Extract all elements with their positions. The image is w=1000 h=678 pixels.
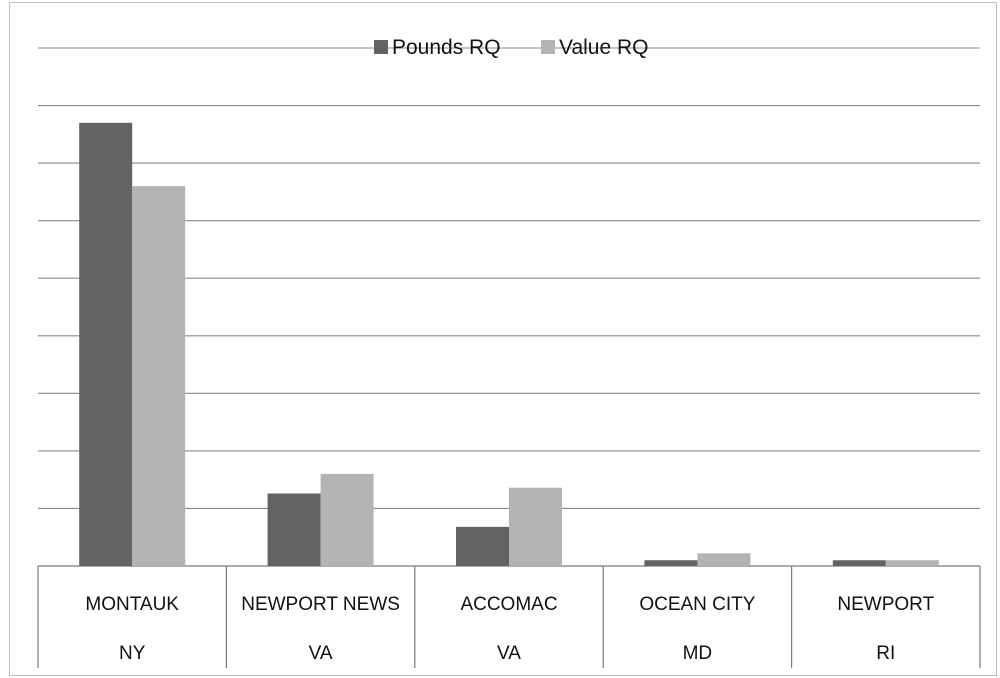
bar-value-rq — [885, 560, 939, 566]
x-tick-label: OCEAN CITY — [639, 594, 755, 615]
bar-pounds-rq — [79, 122, 133, 567]
x-tick-label: ACCOMAC — [460, 594, 557, 615]
bar-pounds-rq — [456, 526, 509, 566]
bar-value-rq — [320, 473, 374, 566]
legend-label: Pounds RQ — [392, 36, 501, 59]
bar-value-rq — [132, 186, 186, 566]
bar-value-rq — [697, 553, 751, 566]
x-tick-sublabel: NY — [119, 643, 146, 664]
x-tick-label: NEWPORT — [837, 594, 934, 615]
x-tick-label: MONTAUK — [85, 594, 179, 615]
x-tick-sublabel: VA — [497, 643, 521, 664]
legend-swatch — [541, 40, 555, 54]
gridlines — [38, 47, 980, 567]
bars — [79, 122, 939, 567]
legend: Pounds RQ Value RQ — [374, 36, 649, 59]
bar-pounds-rq — [267, 493, 321, 566]
x-tick-sublabel: VA — [309, 643, 333, 664]
legend-label: Value RQ — [559, 36, 649, 59]
x-axis: MONTAUK NY NEWPORT NEWS VA ACCOMAC VA OCEAN CI… — [37, 566, 981, 668]
bar-value-rq — [509, 487, 562, 566]
x-tick-label: NEWPORT NEWS — [241, 594, 400, 615]
bar-pounds-rq — [832, 560, 886, 566]
x-tick-sublabel: RI — [876, 643, 895, 664]
legend-swatch — [374, 40, 388, 54]
bar-pounds-rq — [644, 560, 698, 566]
x-tick-sublabel: MD — [683, 643, 713, 664]
